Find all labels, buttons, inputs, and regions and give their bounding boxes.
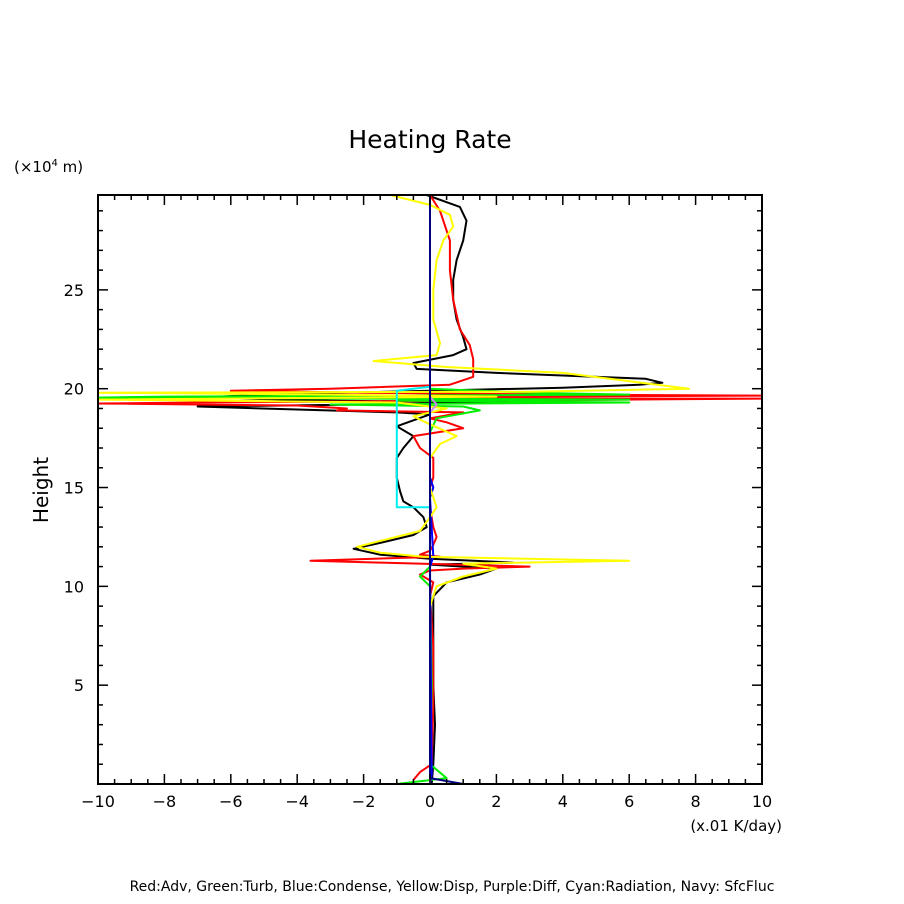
y-tick-label: 25: [64, 281, 84, 300]
x-tick-label: 2: [491, 792, 501, 811]
x-tick-label: −8: [153, 792, 177, 811]
legend-text: Red:Adv, Green:Turb, Blue:Condense, Yell…: [130, 879, 775, 895]
y-unit-label: (×104 m): [14, 158, 83, 176]
x-tick-label: 8: [691, 792, 701, 811]
x-tick-label: 4: [558, 792, 568, 811]
x-tick-label: −10: [81, 792, 115, 811]
x-tick-label: −2: [352, 792, 376, 811]
plot-frame: [97, 194, 763, 785]
y-tick-label: 15: [64, 479, 84, 498]
series-line-cyan-radiation: [395, 385, 431, 509]
series-line-yellow-disp: [98, 195, 690, 784]
y-tick-label: 5: [74, 676, 84, 695]
series-line-red-adv: [98, 195, 762, 781]
series-line-green-turb: [98, 387, 631, 784]
x-tick-label: 10: [752, 792, 772, 811]
series-layer: [98, 195, 762, 784]
x-tick-label: −4: [285, 792, 309, 811]
y-axis-label: Height: [29, 457, 53, 523]
chart-title: Heating Rate: [348, 125, 511, 154]
x-tick-label: −6: [219, 792, 243, 811]
ticks-layer: −10 −8 −6 −4 −2 0 2 4 6 8 10 5 10 15 20 25: [64, 195, 772, 811]
y-tick-label: 20: [64, 380, 84, 399]
x-tick-label: 0: [425, 792, 435, 811]
x-tick-label: 6: [624, 792, 634, 811]
x-unit-label: (x.01 K/day): [690, 817, 782, 835]
y-tick-label: 10: [64, 577, 84, 596]
